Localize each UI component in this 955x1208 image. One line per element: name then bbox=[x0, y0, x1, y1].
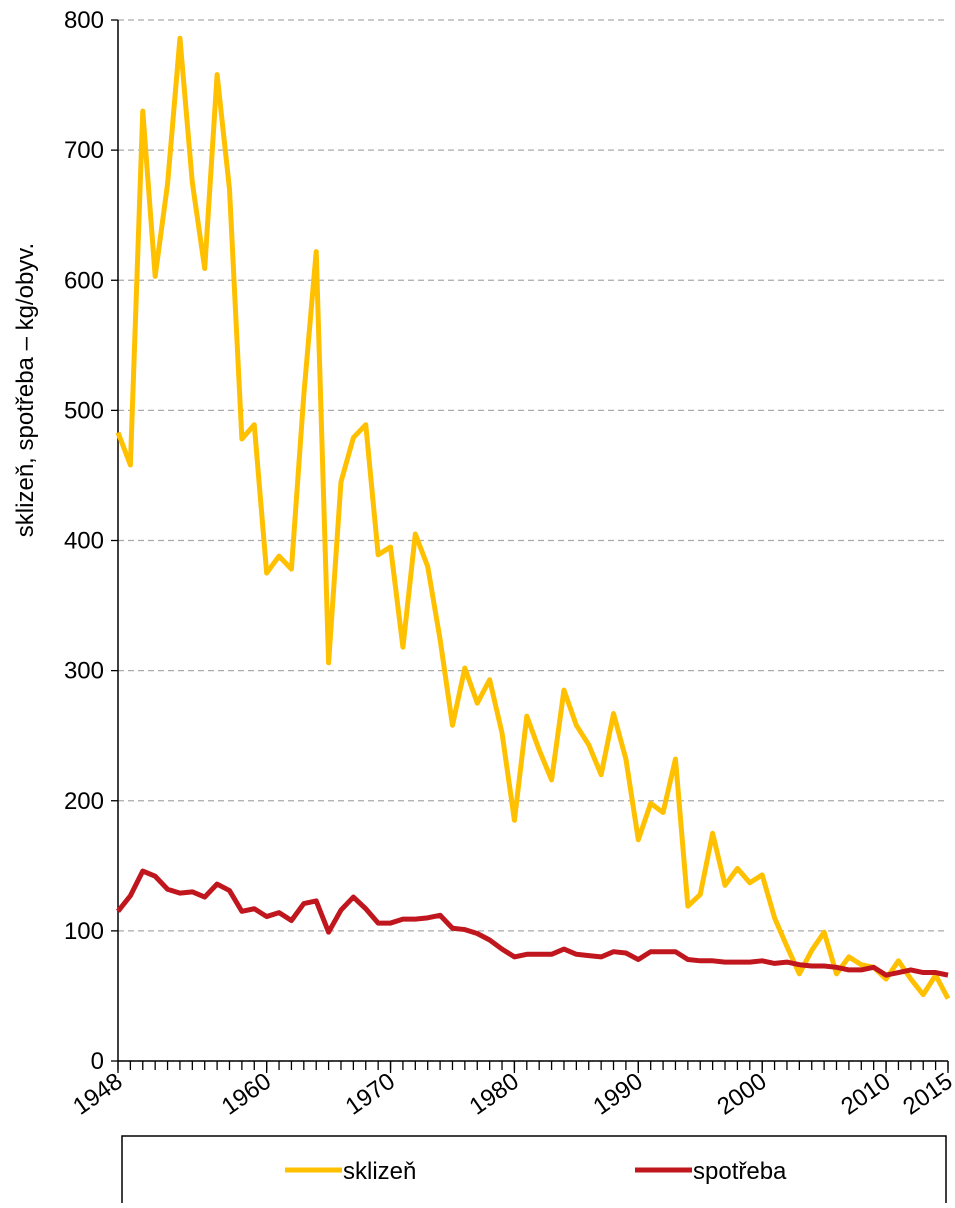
series-line bbox=[115, 35, 951, 1000]
y-tick-label: 800 bbox=[64, 7, 104, 34]
x-tick-label: 2015 bbox=[898, 1068, 955, 1121]
y-tick-label: 100 bbox=[64, 918, 104, 945]
y-tick-label: 600 bbox=[64, 267, 104, 294]
x-tick-label: 1990 bbox=[589, 1068, 648, 1121]
x-tick-label: 2000 bbox=[712, 1068, 771, 1121]
y-tick-label: 700 bbox=[64, 137, 104, 164]
y-tick-label: 0 bbox=[91, 1048, 104, 1075]
y-tick-label: 200 bbox=[64, 788, 104, 815]
x-tick-label: 1970 bbox=[341, 1068, 400, 1121]
y-axis-label: sklizeň, spotřeba – kg/obyv. bbox=[12, 243, 39, 537]
x-tick-label: 2010 bbox=[836, 1068, 895, 1121]
legend-label: spotřeba bbox=[693, 1158, 787, 1185]
y-tick-label: 500 bbox=[64, 397, 104, 424]
x-tick-label: 1960 bbox=[217, 1068, 276, 1121]
x-tick-label: 1980 bbox=[465, 1068, 524, 1121]
series-line bbox=[116, 868, 949, 978]
legend-label: sklizeň bbox=[343, 1158, 416, 1185]
legend-box bbox=[121, 1135, 947, 1207]
x-tick-label: 1948 bbox=[68, 1068, 127, 1121]
y-tick-label: 300 bbox=[64, 658, 104, 685]
y-tick-label: 400 bbox=[64, 528, 104, 555]
